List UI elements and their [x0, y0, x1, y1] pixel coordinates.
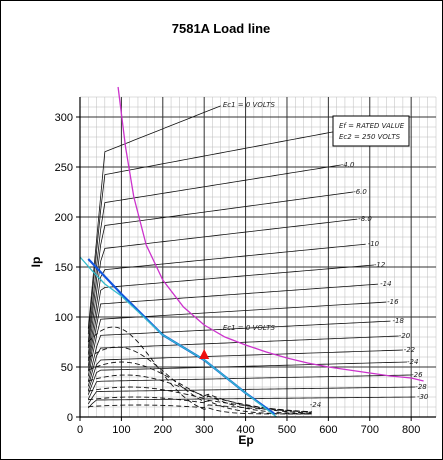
- y-tick-label: 50: [61, 362, 73, 374]
- curve-label: -28: [415, 383, 427, 391]
- x-tick-label: 400: [236, 424, 254, 436]
- plate-curve: [87, 283, 379, 372]
- plate-curve: [87, 191, 354, 349]
- y-tick-label: 100: [55, 312, 73, 324]
- plate-curve: [87, 361, 408, 395]
- plate-curve: [87, 264, 374, 367]
- operating-point-marker: [199, 349, 210, 359]
- y-axis-label: Ip: [29, 257, 43, 268]
- curve-label: -14: [380, 280, 391, 288]
- series-group: [79, 86, 424, 418]
- screen-curve: [88, 374, 312, 414]
- axes: 0 100 200 300 400 500 600 700 800 0 50 100 150 200 250…: [55, 97, 436, 436]
- plate-curve: [87, 349, 403, 391]
- curve-label: -16: [387, 298, 399, 306]
- x-tick-label: 800: [402, 424, 420, 436]
- y-tick-label: 300: [55, 112, 73, 124]
- series-line: [79, 256, 278, 418]
- chart-title: 7581A Load line: [172, 21, 271, 36]
- x-tick-label: 500: [278, 424, 296, 436]
- annotation-box: Ef = RATED VALUE Ec2 = 250 VOLTS: [332, 115, 410, 147]
- curve-label: -20: [399, 332, 411, 340]
- y-tick-label: 150: [55, 262, 73, 274]
- curve-label: -4.0: [341, 161, 355, 169]
- curve-label: Ec1 = 0 VOLTS: [223, 324, 276, 332]
- plate-curve: [87, 243, 366, 362]
- annotation-line-2: Ec2 = 250 VOLTS: [339, 133, 401, 141]
- x-tick-label: 200: [154, 424, 172, 436]
- x-tick-label: 300: [195, 424, 213, 436]
- curve-label: -30: [417, 393, 429, 401]
- curve-label: Ec1 = 0 VOLTS: [223, 101, 276, 109]
- plate-curve: [87, 374, 412, 400]
- y-tick-label: 250: [55, 162, 73, 174]
- x-tick-label: 0: [77, 424, 83, 436]
- x-tick-label: 600: [319, 424, 337, 436]
- x-tick-label: 100: [112, 424, 130, 436]
- plate-curve: [87, 320, 391, 382]
- plate-curve: [87, 386, 416, 405]
- curve-label: -22: [404, 346, 416, 354]
- curve-label: -10: [368, 240, 380, 248]
- plate-curve: [87, 218, 358, 355]
- annotation-line-1: Ef = RATED VALUE: [339, 122, 405, 130]
- screen-curve: [88, 386, 312, 413]
- curve-label: -26: [411, 371, 423, 379]
- screen-curve: [88, 346, 312, 415]
- plate-curve: [87, 105, 221, 329]
- curve-label: -8.0: [358, 215, 372, 223]
- plate-curve: [87, 164, 341, 342]
- series-line: [117, 86, 424, 382]
- y-tick-label: 0: [67, 412, 73, 424]
- plate-curve: [87, 301, 387, 377]
- screen-curve: [88, 396, 312, 413]
- plate-curves: [87, 105, 416, 415]
- screen-curve: [88, 404, 312, 413]
- y-tick-label: 200: [55, 212, 73, 224]
- plate-curve: [87, 335, 399, 387]
- curve-label: -24: [407, 358, 418, 366]
- curve-label: -12: [374, 261, 386, 269]
- curve-label: -6.0: [353, 188, 367, 196]
- grid: [79, 96, 437, 418]
- x-tick-label: 700: [361, 424, 379, 436]
- curve-labels: Ec1 = 0 VOLTS-2.0-4.0-6.0-8.0-10-12-14-1…: [223, 101, 429, 409]
- curve-label: -18: [393, 317, 405, 325]
- x-axis-label: Ep: [238, 433, 253, 447]
- curve-label: -24: [310, 401, 321, 409]
